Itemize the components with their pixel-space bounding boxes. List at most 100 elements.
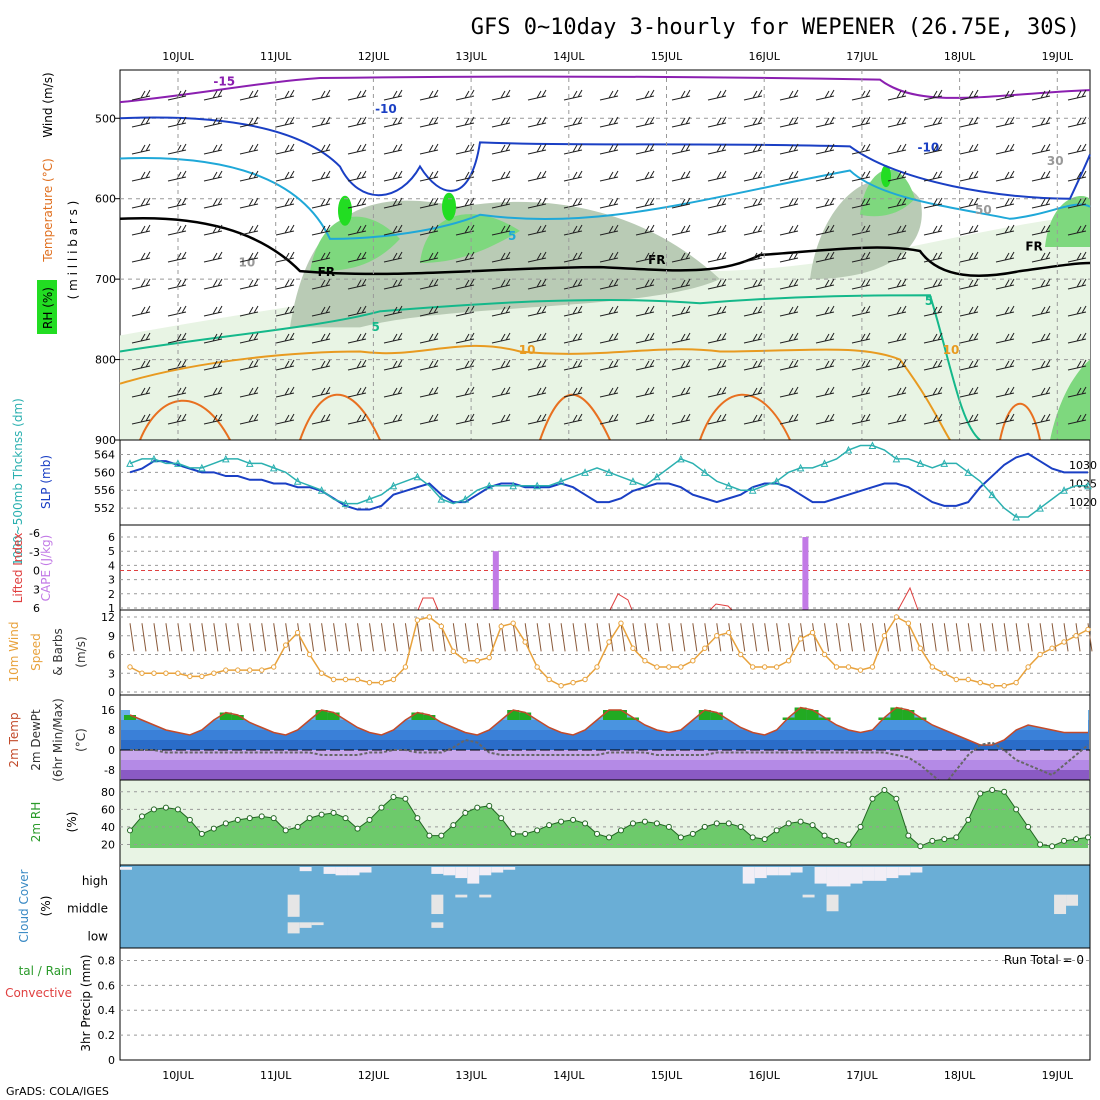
thickness-point — [174, 459, 182, 467]
wind-barb — [203, 359, 223, 371]
rh2m-point — [857, 823, 864, 830]
wind-barb — [959, 251, 979, 263]
wind-barb — [563, 386, 583, 398]
wind-barb — [383, 332, 403, 344]
li-tick-label: 0 — [33, 565, 40, 578]
thickness-point — [341, 499, 350, 508]
rh2m-point — [258, 813, 265, 820]
wind-barb — [887, 305, 907, 317]
thickness-point — [700, 468, 709, 476]
cloud-high-bar — [838, 867, 851, 887]
upper-wind-barbs — [131, 89, 1087, 452]
wind-barb — [959, 143, 979, 155]
temp-band — [121, 770, 1089, 780]
wind-barb — [707, 116, 727, 128]
wind10-speed-point — [282, 642, 289, 648]
wind10-barb — [225, 623, 231, 652]
wind-barb — [239, 89, 259, 101]
wind-barb — [815, 143, 835, 155]
wind10-speed-point — [797, 636, 804, 642]
wind10-speed-point — [1025, 664, 1031, 670]
rh2m-point — [617, 827, 624, 834]
wind-barb — [347, 386, 367, 398]
cloud-level-label: low — [88, 929, 109, 943]
cape-bar — [492, 551, 499, 610]
wind-barb — [599, 332, 619, 344]
cloud-panel-frame — [119, 864, 1091, 949]
wind-barb — [131, 413, 151, 425]
temp-warm-fill — [710, 712, 723, 720]
rh2m-point — [941, 836, 948, 843]
upper-wind-label: Wind (m/s) — [41, 72, 55, 137]
wind-barb — [959, 89, 979, 101]
wind10-barb — [321, 623, 327, 652]
wind-barb — [923, 224, 943, 236]
temp-warm-fill — [411, 712, 424, 720]
li-tick-label: 6 — [33, 602, 40, 615]
wind-barb — [1031, 224, 1051, 236]
temp-warm-fill — [806, 710, 819, 720]
rh2m-point — [462, 809, 469, 816]
contour-label: 50 — [975, 203, 992, 217]
cloud-low-bar — [299, 922, 312, 928]
wind-barb — [311, 170, 331, 182]
rh2m-point — [833, 837, 840, 844]
wind-barb — [1031, 170, 1051, 182]
precip-tick-label: 0.2 — [98, 1029, 116, 1042]
rh-band-green-4 — [1045, 195, 1090, 247]
wind-barb — [815, 278, 835, 290]
wind10-barb — [380, 623, 386, 652]
wind10-barb — [333, 623, 339, 652]
wind-barb — [383, 305, 403, 317]
top-day-label: 18JUL — [944, 50, 976, 63]
rh2m-point — [330, 809, 337, 816]
rh2m-point — [773, 827, 780, 834]
wind10-speed-point — [773, 664, 780, 670]
wind-barb — [887, 386, 907, 398]
wind10-speed-point — [486, 654, 492, 661]
wind-barb — [563, 197, 583, 209]
wind10-tick-label: 6 — [108, 649, 115, 662]
wind-barb — [455, 116, 475, 128]
wind10-barb — [836, 623, 842, 652]
thickness-point — [940, 459, 949, 467]
wind10-speed-point — [989, 683, 995, 689]
wind-barb — [1067, 224, 1087, 236]
wind-barb — [347, 116, 367, 128]
wind-barb — [959, 278, 979, 290]
wind10-speed-point — [738, 651, 744, 658]
wind-barb — [455, 278, 475, 290]
bottom-day-label: 12JUL — [358, 1069, 390, 1082]
wind-barb — [311, 305, 331, 317]
wind-barb — [995, 116, 1015, 128]
wind10-barb — [285, 623, 291, 652]
wind10-speed-point — [630, 645, 636, 651]
wind-barb — [131, 170, 151, 182]
thickness-point — [413, 472, 422, 481]
wind-barb — [1067, 89, 1087, 101]
rh-peak-3 — [881, 165, 891, 188]
wind-barb — [707, 197, 727, 209]
thickness-point — [317, 486, 326, 494]
wind-barb — [275, 224, 295, 236]
wind-barb — [239, 305, 259, 317]
wind10-barb — [273, 623, 279, 652]
cloud-high-bar — [347, 867, 360, 876]
wind10-speed-point — [366, 679, 373, 686]
wind-barb — [743, 89, 763, 101]
wind-barb — [563, 116, 583, 128]
contour-label: -15 — [213, 74, 235, 88]
top-day-label: 17JUL — [846, 50, 878, 63]
wind-barb — [131, 305, 151, 317]
cape-axis-label: CAPE (J/kg) — [39, 535, 53, 602]
wind-barb — [527, 386, 547, 398]
wind10-speed-point — [761, 664, 768, 670]
cloud-middle-bar — [1054, 894, 1067, 915]
wind-barb — [1067, 413, 1087, 425]
temperature-contours — [119, 75, 1091, 441]
cloud-middle-bar — [802, 894, 815, 898]
wind-barb — [743, 278, 763, 290]
wind10-barb — [752, 623, 758, 652]
wind10-barb — [153, 623, 159, 652]
wind-barb — [743, 116, 763, 128]
